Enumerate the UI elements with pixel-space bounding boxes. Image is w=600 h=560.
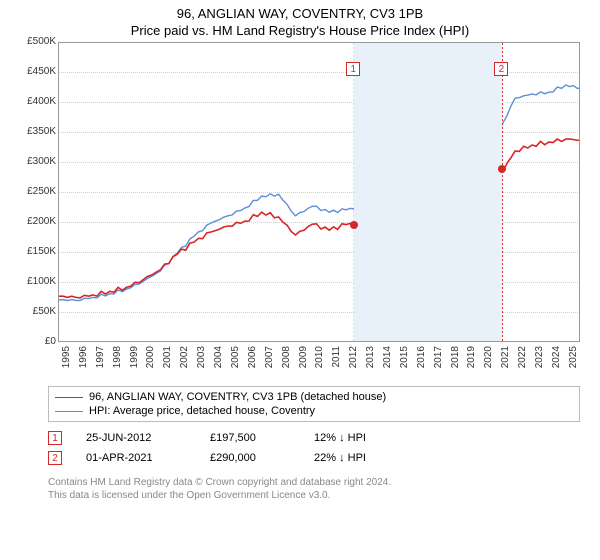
x-tick-label: 1995: [61, 346, 72, 368]
x-tick-label: 2018: [450, 346, 461, 368]
x-tick-label: 2005: [230, 346, 241, 368]
legend-label: 96, ANGLIAN WAY, COVENTRY, CV3 1PB (deta…: [89, 391, 386, 403]
sale-row: 2 01-APR-2021 £290,000 22% ↓ HPI: [48, 448, 580, 468]
x-tick-label: 2019: [466, 346, 477, 368]
x-tick-label: 2020: [483, 346, 494, 368]
x-tick-label: 2012: [348, 346, 359, 368]
sale-marker-dot: [498, 165, 506, 173]
chart-area: £0 £50K £100K £150K £200K £250K £300K £350K £400…: [10, 42, 590, 382]
x-tick-label: 2021: [500, 346, 511, 368]
attribution-line2: This data is licensed under the Open Gov…: [48, 489, 590, 502]
y-tick-label: £450K: [10, 67, 56, 77]
sale-row: 1 25-JUN-2012 £197,500 12% ↓ HPI: [48, 428, 580, 448]
plot-region: [58, 42, 580, 342]
x-tick-label: 2008: [281, 346, 292, 368]
x-tick-label: 2022: [517, 346, 528, 368]
y-tick-label: £350K: [10, 127, 56, 137]
y-tick-label: £500K: [10, 37, 56, 47]
y-tick-label: £0: [10, 337, 56, 347]
x-tick-label: 2016: [416, 346, 427, 368]
sale-row-date: 01-APR-2021: [86, 452, 186, 464]
x-tick-label: 2002: [179, 346, 190, 368]
x-tick-label: 2003: [196, 346, 207, 368]
x-tick-label: 1996: [78, 346, 89, 368]
sale-row-price: £290,000: [210, 452, 290, 464]
attribution: Contains HM Land Registry data © Crown c…: [48, 476, 590, 502]
y-tick-label: £100K: [10, 277, 56, 287]
x-tick-label: 2024: [551, 346, 562, 368]
sale-marker-dot: [350, 221, 358, 229]
y-tick-label: £200K: [10, 217, 56, 227]
shaded-region: [354, 43, 502, 341]
x-tick-label: 2006: [247, 346, 258, 368]
chart-container: 96, ANGLIAN WAY, COVENTRY, CV3 1PB Price…: [0, 0, 600, 560]
x-tick-label: 1999: [129, 346, 140, 368]
sale-row-marker: 1: [48, 431, 62, 445]
legend-row: HPI: Average price, detached house, Cove…: [55, 404, 573, 418]
x-tick-label: 2015: [399, 346, 410, 368]
x-tick-label: 2011: [331, 346, 342, 368]
x-tick-label: 2014: [382, 346, 393, 368]
sale-row-marker: 2: [48, 451, 62, 465]
legend-row: 96, ANGLIAN WAY, COVENTRY, CV3 1PB (deta…: [55, 390, 573, 404]
y-tick-label: £250K: [10, 187, 56, 197]
x-tick-label: 2013: [365, 346, 376, 368]
x-tick-label: 2000: [145, 346, 156, 368]
x-tick-label: 1998: [112, 346, 123, 368]
sale-row-date: 25-JUN-2012: [86, 432, 186, 444]
x-tick-label: 2001: [162, 346, 173, 368]
x-tick-label: 2007: [264, 346, 275, 368]
title-subtitle: Price paid vs. HM Land Registry's House …: [0, 21, 600, 42]
x-tick-label: 2010: [314, 346, 325, 368]
x-tick-label: 2017: [433, 346, 444, 368]
attribution-line1: Contains HM Land Registry data © Crown c…: [48, 476, 590, 489]
legend: 96, ANGLIAN WAY, COVENTRY, CV3 1PB (deta…: [48, 386, 580, 422]
sale-marker-box: 2: [494, 62, 508, 76]
sale-row-price: £197,500: [210, 432, 290, 444]
legend-swatch: [55, 411, 83, 412]
x-tick-label: 2009: [298, 346, 309, 368]
y-tick-label: £150K: [10, 247, 56, 257]
x-tick-label: 2023: [534, 346, 545, 368]
sale-marker-box: 1: [346, 62, 360, 76]
x-tick-label: 1997: [95, 346, 106, 368]
y-tick-label: £300K: [10, 157, 56, 167]
x-tick-label: 2025: [568, 346, 579, 368]
x-tick-label: 2004: [213, 346, 224, 368]
title-address: 96, ANGLIAN WAY, COVENTRY, CV3 1PB: [0, 0, 600, 21]
sales-table: 1 25-JUN-2012 £197,500 12% ↓ HPI 2 01-APR-202…: [48, 428, 580, 468]
legend-swatch: [55, 397, 83, 398]
y-tick-label: £50K: [10, 307, 56, 317]
sale-row-diff: 12% ↓ HPI: [314, 432, 414, 444]
sale-row-diff: 22% ↓ HPI: [314, 452, 414, 464]
y-tick-label: £400K: [10, 97, 56, 107]
legend-label: HPI: Average price, detached house, Cove…: [89, 405, 315, 417]
